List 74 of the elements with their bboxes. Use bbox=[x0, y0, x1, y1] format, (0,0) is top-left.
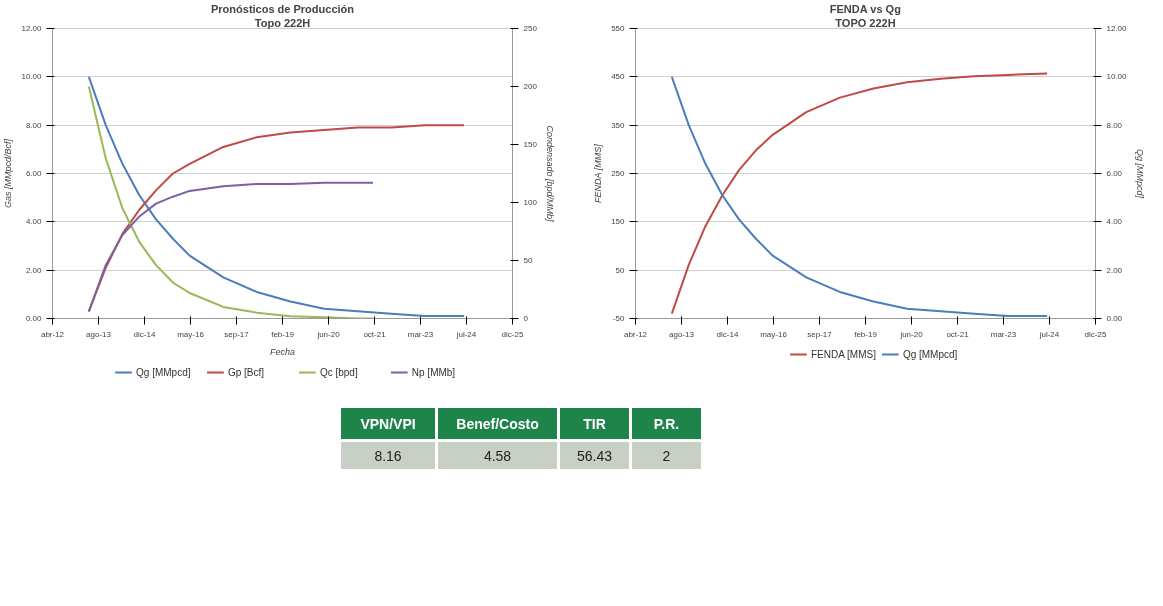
y2-tick-label: 0 bbox=[523, 314, 529, 323]
y2-axis-title: Condensado [bpd/MMb] bbox=[544, 125, 555, 223]
x-tick-label: feb-19 bbox=[271, 329, 295, 339]
x-tick-label: feb-19 bbox=[854, 329, 878, 339]
y-tick-label: 450 bbox=[611, 72, 626, 82]
legend-label: FENDA [MMS] bbox=[810, 349, 877, 360]
y-tick-label: 6.00 bbox=[25, 169, 43, 178]
y2-tick-label: 2.00 bbox=[1106, 265, 1123, 275]
y-tick-label: 10.00 bbox=[21, 72, 43, 82]
chart-title: FENDA vs Qg bbox=[829, 2, 901, 15]
category-label: P.R. bbox=[653, 415, 680, 432]
x-tick-label: oct-21 bbox=[946, 329, 970, 339]
y2-tick-label: 4.00 bbox=[1106, 217, 1123, 227]
chart-subtitle: TOPO 222H bbox=[835, 16, 896, 29]
data-label: 8.16 bbox=[374, 447, 402, 464]
y2-tick-label: 150 bbox=[523, 140, 538, 149]
x-tick-label: jun-20 bbox=[316, 329, 341, 339]
y-tick-label: 12.00 bbox=[21, 24, 43, 33]
x-tick-label: mar-23 bbox=[990, 329, 1017, 339]
y-tick-label: 150 bbox=[611, 217, 626, 227]
category-label: VPN/VPI bbox=[360, 415, 416, 432]
legend-label: Qg [MMpcd] bbox=[136, 367, 191, 378]
y-tick-label: 0.00 bbox=[25, 314, 43, 323]
data-label: 2 bbox=[662, 447, 671, 464]
y2-tick-label: 8.00 bbox=[1106, 120, 1123, 130]
x-tick-label: jul-24 bbox=[1038, 329, 1060, 339]
y-tick-label: 250 bbox=[611, 169, 626, 178]
y-tick-label: 2.00 bbox=[25, 265, 43, 275]
x-tick-label: mar-23 bbox=[407, 329, 434, 339]
x-tick-label: jul-24 bbox=[455, 329, 477, 339]
legend-label: Qg [MMpcd] bbox=[902, 349, 958, 360]
line-series bbox=[87, 75, 466, 318]
legend-label: Gp [Bcf] bbox=[227, 367, 265, 378]
chart-subtitle: Topo 222H bbox=[254, 16, 311, 29]
y-axis-title: Gas [MMpcd/Bcf] bbox=[3, 138, 14, 209]
y-tick-label: -50 bbox=[612, 314, 626, 323]
legend-label: Qc [bpd] bbox=[319, 367, 358, 378]
y-axis-title: FENDA [MMS] bbox=[593, 143, 604, 203]
data-label: 56.43 bbox=[576, 447, 613, 464]
y-tick-label: 4.00 bbox=[25, 217, 43, 227]
y2-tick-label: 200 bbox=[523, 82, 538, 91]
x-axis-title: Fecha bbox=[269, 346, 296, 357]
y2-tick-label: 0.00 bbox=[1106, 314, 1123, 323]
x-tick-label: ago-13 bbox=[669, 329, 695, 339]
category-label: TIR bbox=[583, 415, 606, 432]
x-tick-label: sep-17 bbox=[224, 329, 250, 339]
x-tick-label: may-16 bbox=[760, 329, 788, 339]
data-label: 4.58 bbox=[483, 447, 512, 464]
chart-title: Pronósticos de Producción bbox=[210, 2, 355, 15]
y-tick-label: 8.00 bbox=[25, 120, 43, 130]
x-tick-label: dic-14 bbox=[133, 329, 156, 339]
x-tick-label: abr-12 bbox=[40, 329, 65, 339]
category-label: Benef/Costo bbox=[456, 415, 539, 432]
y2-tick-label: 50 bbox=[523, 256, 533, 265]
x-tick-label: may-16 bbox=[177, 329, 205, 339]
y2-tick-label: 250 bbox=[523, 24, 538, 33]
y-tick-label: 550 bbox=[611, 24, 626, 33]
y2-axis-title: Qg [MMpcd] bbox=[1134, 148, 1145, 199]
x-tick-label: jun-20 bbox=[899, 329, 924, 339]
legend-label: Np [MMb] bbox=[411, 367, 456, 378]
x-tick-label: oct-21 bbox=[363, 329, 387, 339]
x-tick-label: ago-13 bbox=[86, 329, 112, 339]
x-tick-label: dic-25 bbox=[501, 329, 524, 339]
y-tick-label: 350 bbox=[611, 120, 626, 130]
line-series bbox=[87, 181, 375, 313]
x-tick-label: abr-12 bbox=[623, 329, 648, 339]
x-tick-label: sep-17 bbox=[807, 329, 833, 339]
y2-tick-label: 10.00 bbox=[1106, 72, 1128, 82]
y2-tick-label: 12.00 bbox=[1106, 24, 1128, 33]
y-tick-label: 50 bbox=[615, 265, 626, 275]
x-tick-label: dic-25 bbox=[1084, 329, 1107, 339]
y2-tick-label: 100 bbox=[523, 198, 538, 207]
x-tick-label: dic-14 bbox=[716, 329, 739, 339]
y2-tick-label: 6.00 bbox=[1106, 169, 1123, 178]
